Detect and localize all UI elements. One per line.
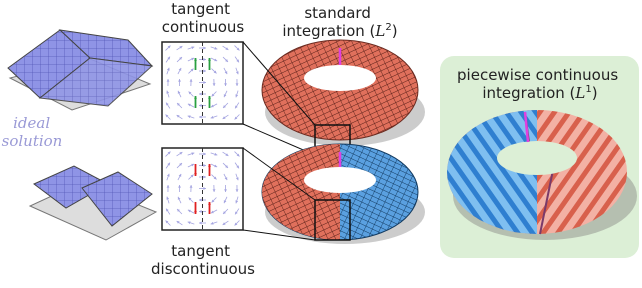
folded-surface (8, 30, 152, 110)
torus-standard (243, 40, 425, 155)
field-panel (162, 42, 243, 124)
torus-discontinuous (243, 144, 425, 244)
tangent-continuous-label: tangent continuous (162, 0, 245, 36)
split-surface (30, 166, 156, 240)
figure: ideal solution tangent continuous tangen… (0, 0, 642, 288)
ideal-label: ideal solution (2, 114, 63, 150)
tangent-discontinuous-label: tangent discontinuous (151, 242, 255, 278)
standard-label: standard integration (L2) (282, 4, 397, 40)
field-panel (162, 148, 243, 230)
